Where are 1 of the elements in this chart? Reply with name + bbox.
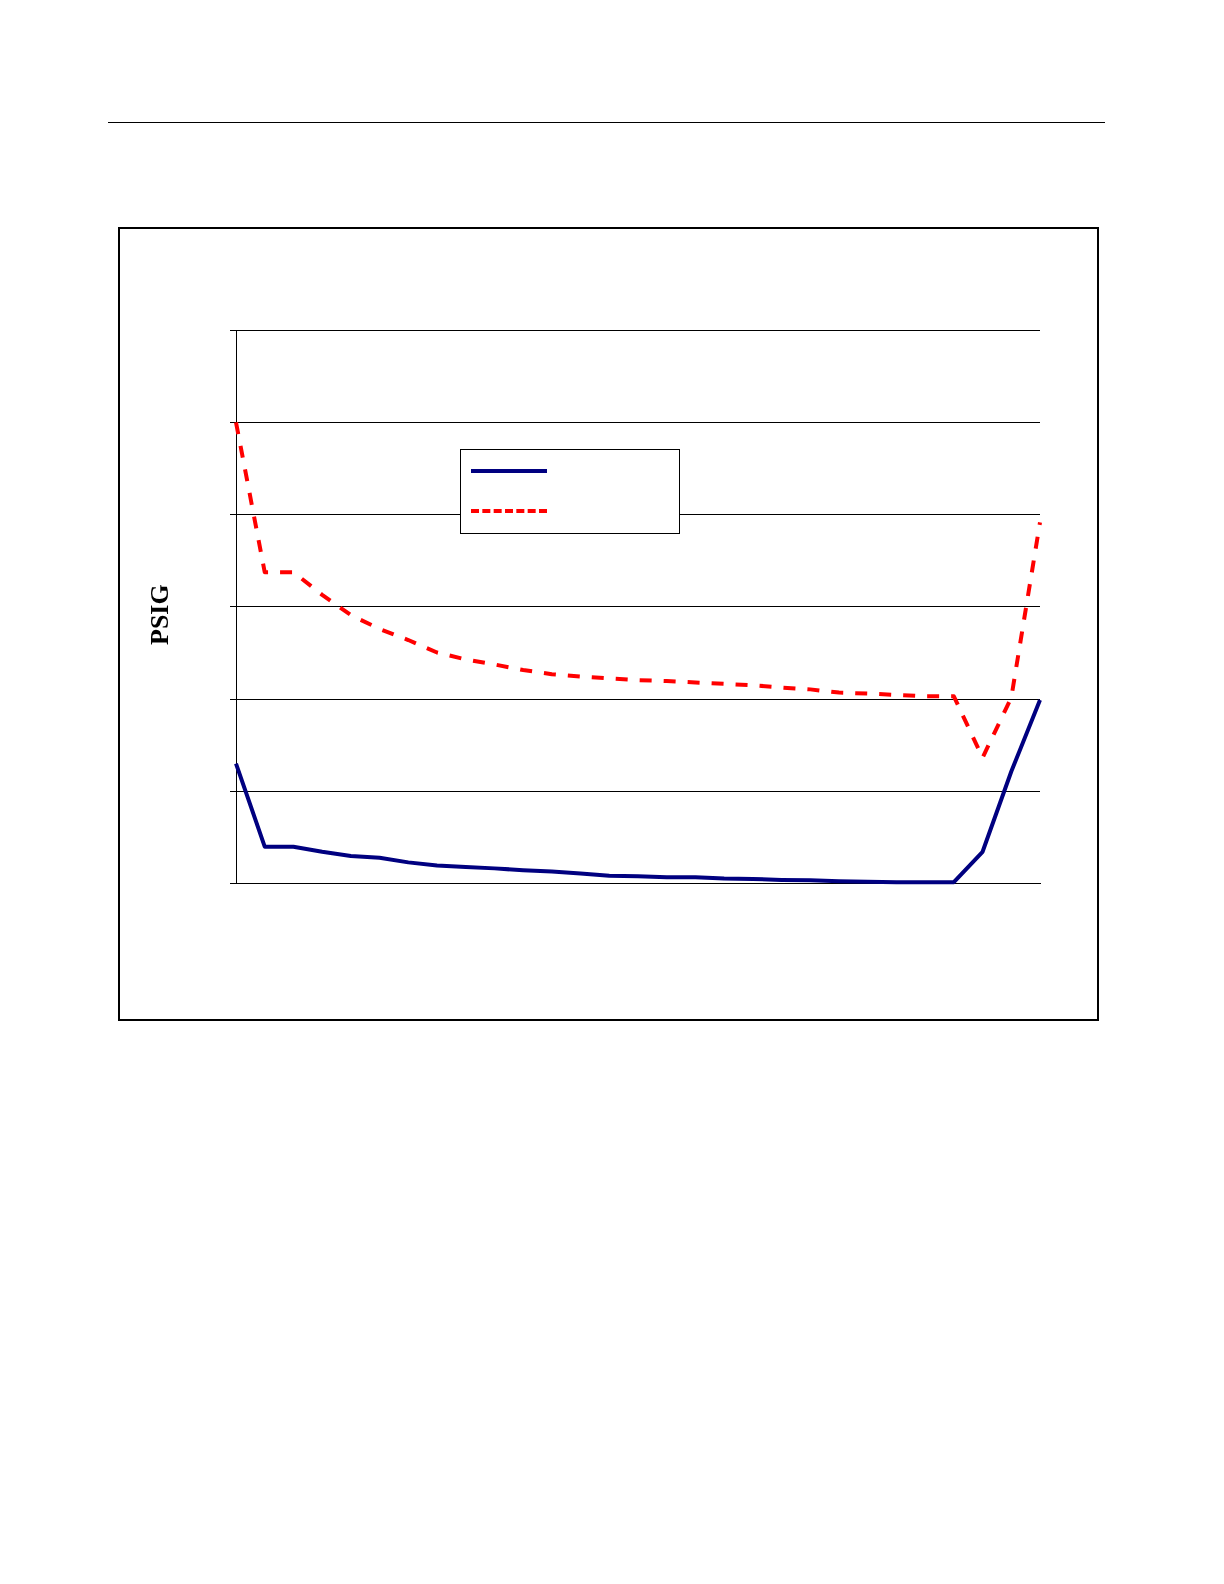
- y-axis-title: PSIG: [145, 584, 175, 645]
